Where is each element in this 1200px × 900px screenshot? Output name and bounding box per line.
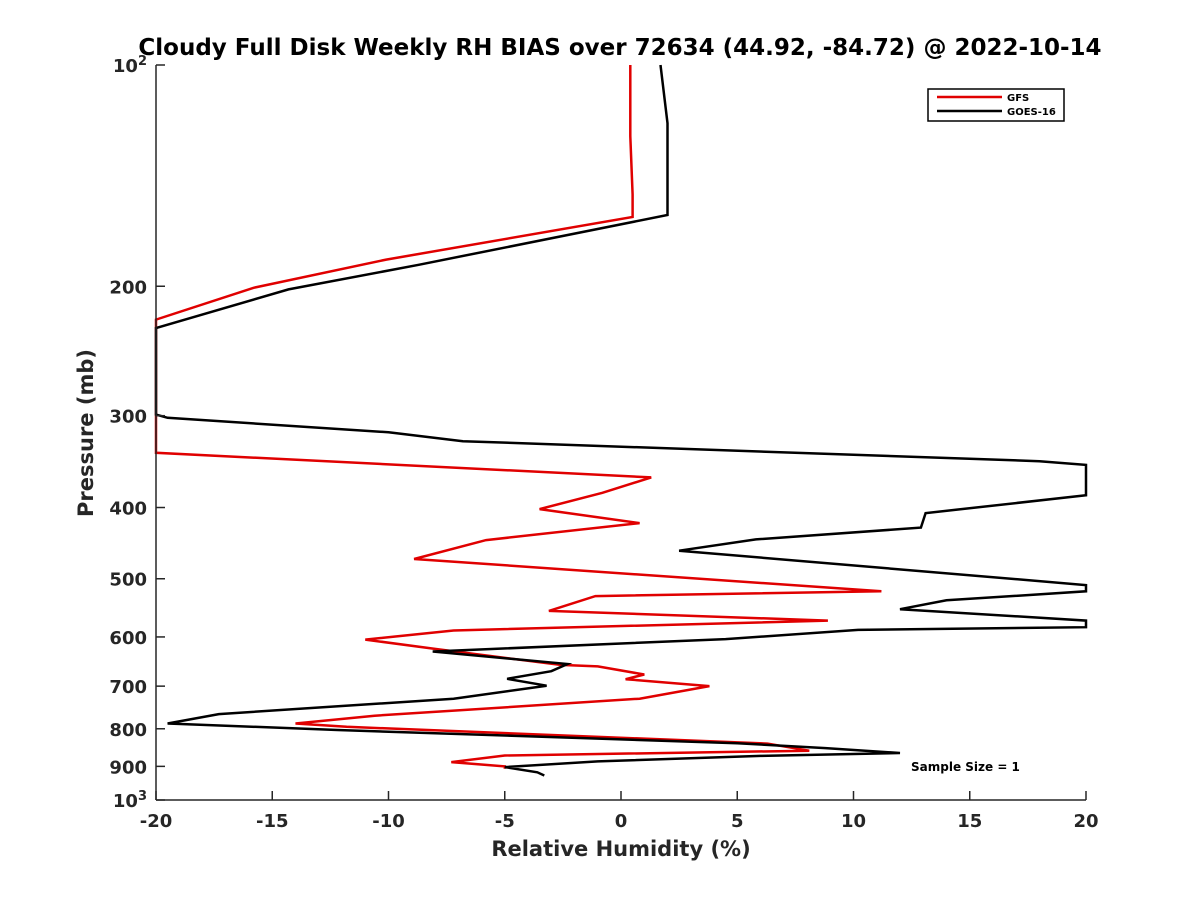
y-tick-label: 900 xyxy=(109,757,147,778)
y-ticks: 102 200 300 400 500 600 700 800 900 103 xyxy=(109,54,165,812)
x-tick-label: -20 xyxy=(140,811,173,832)
legend: GFS GOES-16 xyxy=(927,88,1065,122)
x-ticks: -20 -15 -10 -5 0 5 10 15 20 xyxy=(140,791,1099,832)
legend-label-gfs: GFS xyxy=(1007,93,1029,104)
y-tick-label: 600 xyxy=(109,628,147,649)
y-tick-label: 800 xyxy=(109,720,147,741)
y-tick-label: 102 xyxy=(113,54,147,77)
y-tick-label: 500 xyxy=(109,570,147,591)
y-tick-label: 400 xyxy=(109,499,147,520)
series-line-gfs xyxy=(154,65,882,769)
legend-box xyxy=(927,88,1065,122)
x-tick-label: -10 xyxy=(372,811,405,832)
y-tick-label: 300 xyxy=(109,407,147,428)
chart-title: Cloudy Full Disk Weekly RH BIAS over 726… xyxy=(138,35,1101,61)
x-axis-label: Relative Humidity (%) xyxy=(491,837,750,861)
x-tick-label: 20 xyxy=(1073,811,1098,832)
x-tick-label: -5 xyxy=(495,811,515,832)
y-tick-label: 700 xyxy=(109,677,147,698)
x-tick-label: 0 xyxy=(615,811,628,832)
y-tick-label: 200 xyxy=(109,277,147,298)
x-tick-label: 10 xyxy=(841,811,866,832)
y-axis-label: Pressure (mb) xyxy=(74,349,98,517)
x-tick-label: -15 xyxy=(256,811,289,832)
y-tick-label: 103 xyxy=(113,789,147,812)
sample-size-annotation: Sample Size = 1 xyxy=(911,760,1020,774)
legend-label-goes16: GOES-16 xyxy=(1007,107,1056,118)
x-tick-label: 15 xyxy=(957,811,982,832)
x-tick-label: 5 xyxy=(731,811,744,832)
